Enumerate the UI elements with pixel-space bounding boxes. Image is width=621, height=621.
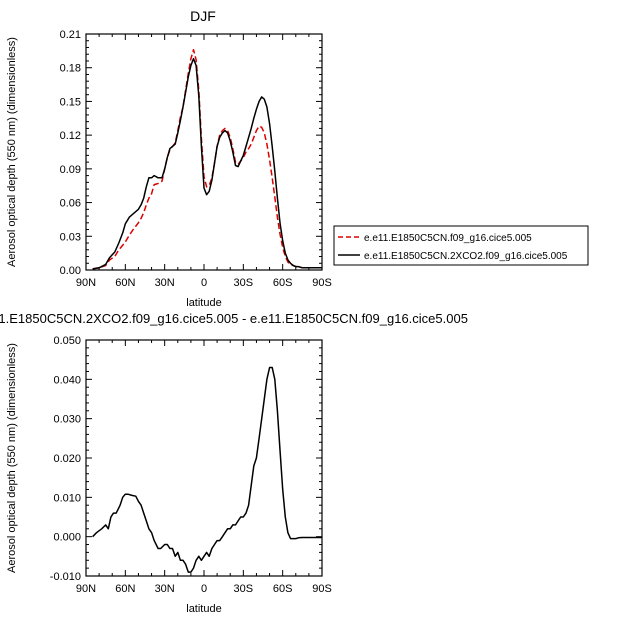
x-tick-label: 90S <box>312 583 332 595</box>
x-tick-label: 90S <box>312 277 332 289</box>
y-tick-label: 0.21 <box>60 29 81 41</box>
x-axis-label: latitude <box>186 297 221 309</box>
x-axis-label-diff: latitude <box>186 603 221 615</box>
x-tick-label: 60S <box>273 583 293 595</box>
y-axis-label: Aerosol optical depth (550 nm) (dimensio… <box>6 37 18 267</box>
x-tick-label: 60N <box>115 277 135 289</box>
y-tick-label: -0.010 <box>50 571 81 583</box>
series-group <box>92 48 322 270</box>
series-line-top-0 <box>92 48 322 270</box>
x-tick-label: 0 <box>201 583 207 595</box>
y-tick-label: 0.040 <box>53 374 81 386</box>
y-tick-label: 0.09 <box>60 164 81 176</box>
chart-panel-top: DJF 90N 60N 30N 0 30S 60S 90S 0.00 0.03 0.06 0.09 0… <box>6 8 589 309</box>
axis-ticks-diff: 90N 60N 30N 0 30S 60S 90S -0.010 0.000 0.010 0.020… <box>50 335 332 595</box>
x-tick-label: 60N <box>115 583 135 595</box>
y-tick-label: 0.030 <box>53 414 81 426</box>
chart-title: DJF <box>190 8 216 24</box>
plot-frame-diff <box>85 339 323 577</box>
legend: e.e11.E1850C5CN.f09_g16.cice5.005 e.e11.… <box>333 225 589 266</box>
x-tick-label: 60S <box>273 277 293 289</box>
y-tick-label: 0.000 <box>53 532 81 544</box>
x-tick-label: 30S <box>234 277 254 289</box>
x-tick-label: 30N <box>155 277 175 289</box>
chart-title-diff: e.e11.E1850C5CN.2XCO2.f09_g16.cice5.005 … <box>0 311 468 326</box>
y-tick-label: 0.050 <box>53 335 81 347</box>
x-tick-label: 90N <box>76 277 96 289</box>
legend-label-2xco2: e.e11.E1850C5CN.2XCO2.f09_g16.cice5.005 <box>364 251 568 262</box>
y-tick-label: 0.03 <box>60 231 81 243</box>
x-tick-label: 30S <box>234 583 254 595</box>
y-tick-label: 0.020 <box>53 453 81 465</box>
series-line-top-1 <box>92 57 322 270</box>
axis-ticks: 90N 60N 30N 0 30S 60S 90S 0.00 0.03 0.06 0.09 0.12 0… <box>60 29 332 289</box>
y-tick-label: 0.15 <box>60 96 81 108</box>
series-group-diff <box>92 366 322 573</box>
x-tick-label: 30N <box>155 583 175 595</box>
x-tick-label: 90N <box>76 583 96 595</box>
legend-box <box>333 225 589 266</box>
y-tick-label: 0.010 <box>53 492 81 504</box>
y-axis-label-diff: Aerosol optical depth (550 nm) (dimensio… <box>6 343 18 573</box>
y-tick-label: 0.06 <box>60 198 81 210</box>
legend-label-control: e.e11.E1850C5CN.f09_g16.cice5.005 <box>364 233 532 244</box>
y-tick-label: 0.00 <box>60 265 81 277</box>
chart-panel-bottom: e.e11.E1850C5CN.2XCO2.f09_g16.cice5.005 … <box>0 311 468 615</box>
y-tick-label: 0.12 <box>60 130 81 142</box>
x-tick-label: 0 <box>201 277 207 289</box>
series-line-diff-0 <box>92 366 322 573</box>
y-tick-label: 0.18 <box>60 63 81 75</box>
